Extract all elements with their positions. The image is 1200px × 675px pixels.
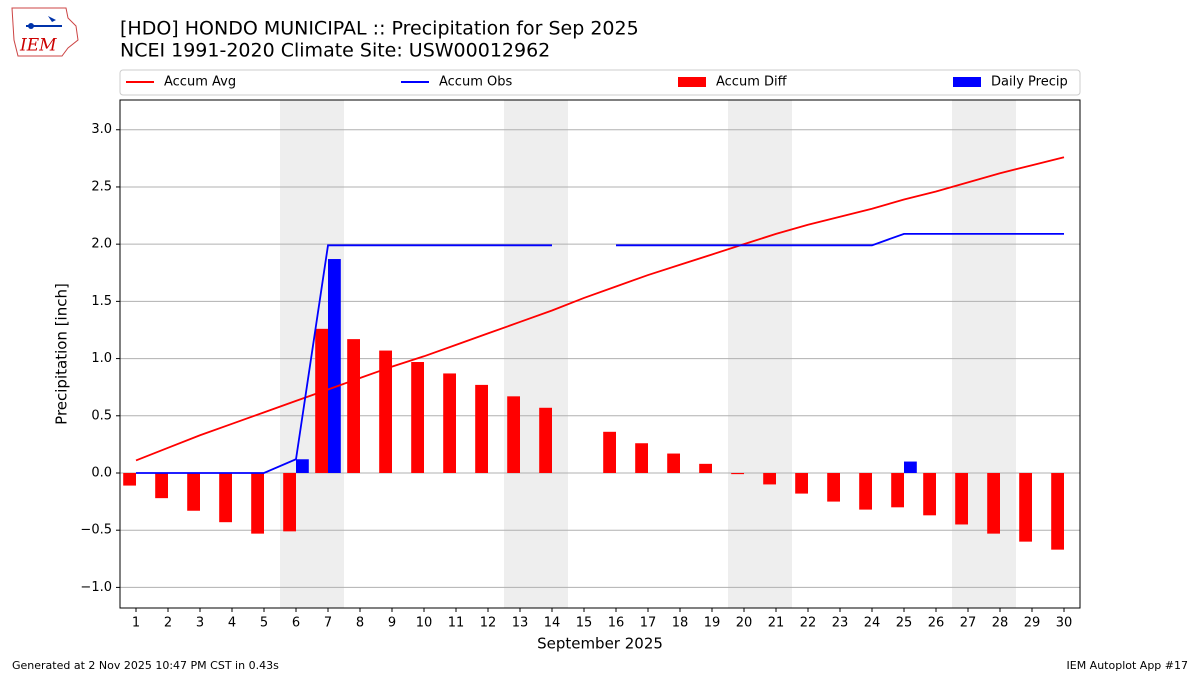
x-tick-label: 12	[480, 616, 497, 631]
x-tick-label: 18	[672, 616, 689, 631]
x-tick-label: 19	[704, 616, 721, 631]
bar	[603, 431, 616, 473]
x-axis-label: September 2025	[537, 635, 663, 653]
bar	[187, 472, 200, 511]
x-tick-label: 27	[960, 616, 977, 631]
bar	[328, 259, 341, 473]
bar	[827, 472, 840, 502]
x-tick-label: 2	[164, 616, 172, 631]
x-tick-label: 21	[768, 616, 785, 631]
legend-label: Daily Precip	[991, 75, 1068, 90]
legend-item: Accum Obs	[401, 75, 512, 90]
x-tick-label: 30	[1056, 616, 1073, 631]
logo-text: IEM	[19, 36, 57, 56]
logo: IEM	[11, 7, 79, 57]
x-tick-label: 5	[260, 616, 268, 631]
legend-swatch	[953, 77, 981, 87]
bar	[283, 472, 296, 532]
bar	[1051, 472, 1064, 550]
bar	[635, 443, 648, 473]
bar	[379, 350, 392, 473]
x-tick-label: 10	[416, 616, 433, 631]
x-tick-label: 28	[992, 616, 1009, 631]
legend-label: Accum Avg	[164, 75, 236, 90]
legend-label: Accum Obs	[439, 75, 512, 90]
footer-left: Generated at 2 Nov 2025 10:47 PM CST in …	[12, 659, 279, 672]
bar	[923, 472, 936, 516]
line	[136, 232, 1064, 474]
bar	[763, 472, 776, 485]
bar	[987, 472, 1000, 534]
weekend-shade	[952, 100, 1016, 608]
bar	[1019, 472, 1032, 542]
y-tick-label: 2.0	[91, 237, 112, 252]
bar	[667, 453, 680, 473]
y-tick-label: 3.0	[91, 122, 112, 137]
bar	[795, 472, 808, 494]
x-tick-label: 4	[228, 616, 236, 631]
chart-title: [HDO] HONDO MUNICIPAL :: Precipitation f…	[120, 18, 639, 40]
line	[135, 156, 1065, 462]
legend-item: Accum Avg	[126, 75, 236, 90]
y-tick-label: 0.0	[91, 465, 112, 480]
y-tick-label: 0.5	[91, 408, 112, 423]
x-tick-label: 1	[132, 616, 140, 631]
x-tick-label: 11	[448, 616, 465, 631]
y-axis-label: Precipitation [inch]	[53, 283, 71, 425]
x-tick-label: 15	[576, 616, 593, 631]
legend-item: Accum Diff	[678, 75, 788, 90]
bar	[475, 384, 488, 473]
bar	[443, 373, 456, 473]
bar	[155, 472, 168, 499]
bar	[315, 328, 328, 473]
x-tick-label: 3	[196, 616, 204, 631]
footer-right: IEM Autoplot App #17	[1067, 659, 1189, 672]
bar	[296, 459, 309, 473]
legend-box	[119, 69, 1081, 96]
x-tick-label: 6	[292, 616, 300, 631]
y-tick-label: 2.5	[91, 179, 112, 194]
plot-area	[120, 100, 1080, 608]
x-tick-label: 7	[324, 616, 332, 631]
bar	[123, 472, 136, 486]
bar	[731, 472, 744, 475]
legend-label: Accum Diff	[716, 75, 788, 90]
bar	[507, 396, 520, 473]
x-tick-label: 22	[800, 616, 817, 631]
bar	[955, 472, 968, 525]
x-tick-label: 20	[736, 616, 753, 631]
x-tick-label: 17	[640, 616, 657, 631]
y-tick-label: 1.0	[91, 351, 112, 366]
x-tick-label: 16	[608, 616, 625, 631]
chart-subtitle: NCEI 1991-2020 Climate Site: USW00012962	[120, 40, 550, 62]
x-tick-label: 29	[1024, 616, 1041, 631]
bar	[347, 339, 360, 473]
x-tick-label: 23	[832, 616, 849, 631]
y-tick-label: 1.5	[91, 294, 112, 309]
x-tick-label: 8	[356, 616, 364, 631]
bar	[539, 407, 552, 473]
plot-frame	[119, 99, 1081, 609]
x-tick-label: 13	[512, 616, 529, 631]
x-tick-label: 26	[928, 616, 945, 631]
bar	[904, 461, 917, 473]
x-tick-label: 9	[388, 616, 396, 631]
legend-swatch	[678, 77, 706, 87]
legend-item: Daily Precip	[953, 75, 1068, 90]
bar	[411, 362, 424, 473]
x-tick-label: 24	[864, 616, 881, 631]
bar	[219, 472, 232, 523]
weekend-shade	[504, 100, 568, 608]
bar	[699, 463, 712, 473]
bar	[859, 472, 872, 510]
bar	[251, 472, 264, 534]
y-tick-label: −0.5	[80, 523, 112, 538]
bar	[891, 472, 904, 508]
weekend-shade	[728, 100, 792, 608]
x-tick-label: 25	[896, 616, 913, 631]
x-tick-label: 14	[544, 616, 561, 631]
y-tick-label: −1.0	[80, 580, 112, 595]
